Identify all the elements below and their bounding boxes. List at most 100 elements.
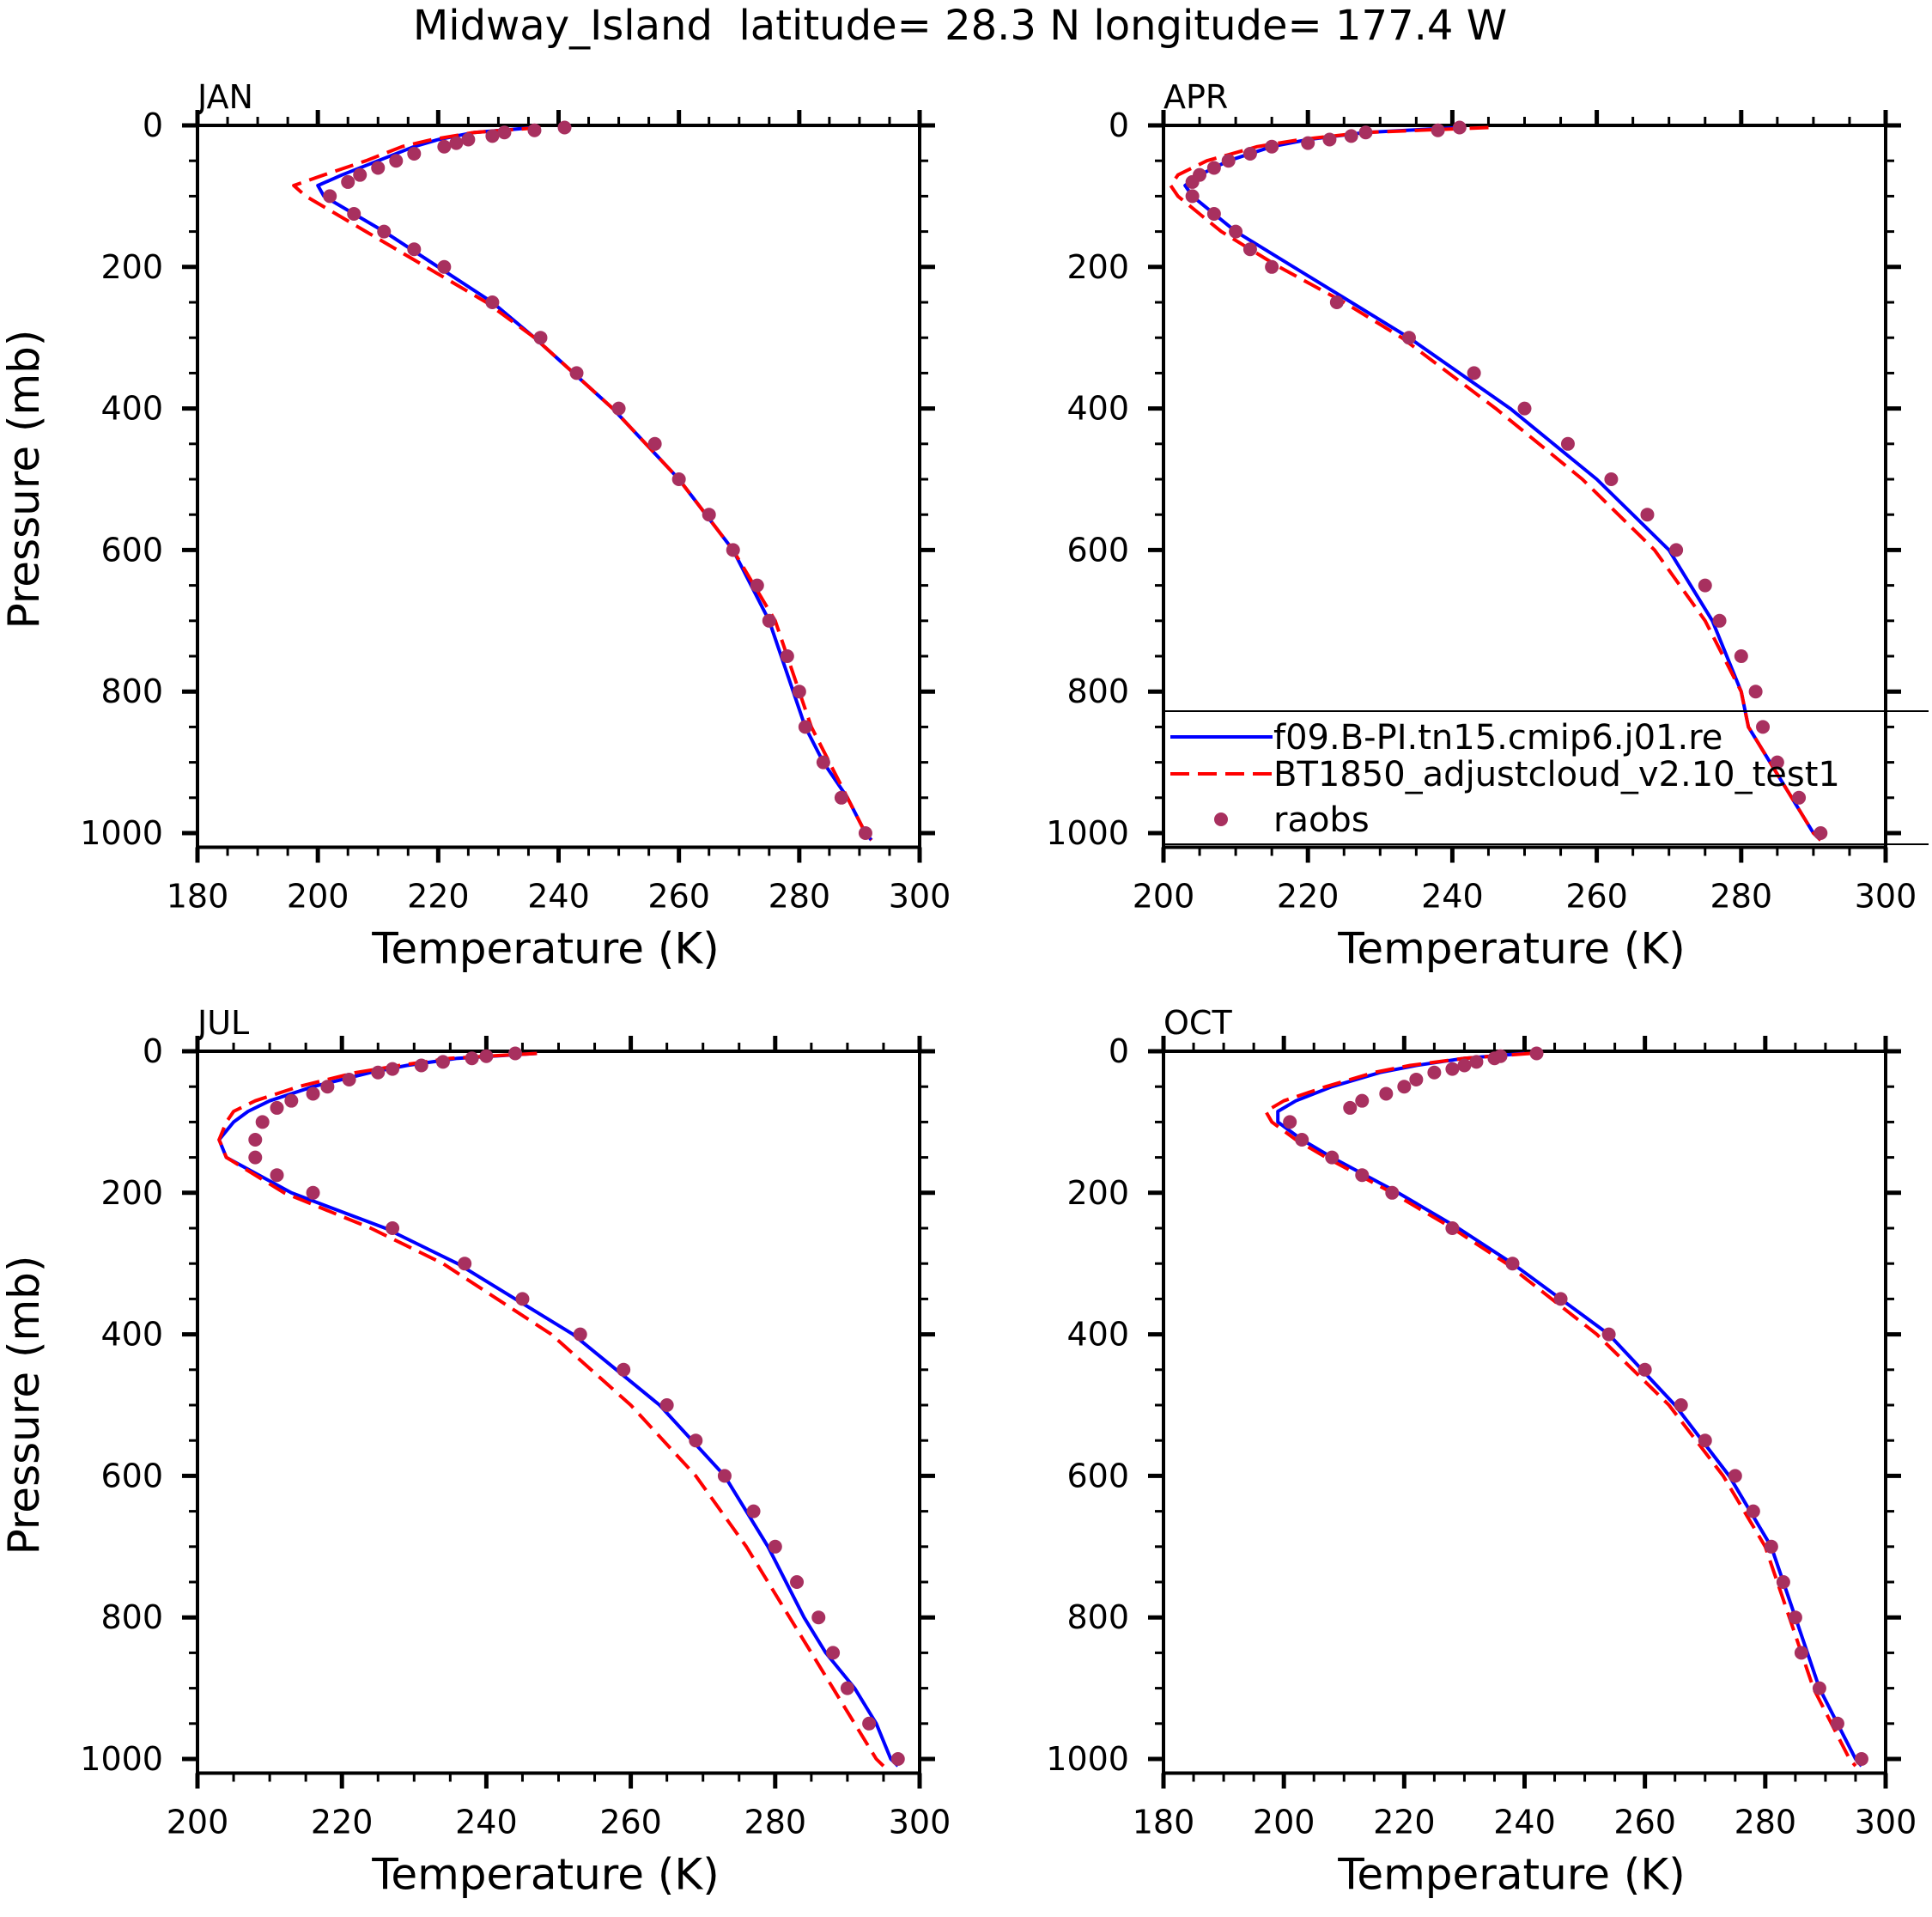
y-tick-label: 200 xyxy=(1066,248,1129,286)
x-tick-label: 280 xyxy=(1710,877,1773,915)
obs-point xyxy=(1776,1575,1790,1589)
series-line-model1 xyxy=(217,1051,900,1768)
x-tick-label: 240 xyxy=(455,1803,518,1841)
obs-point xyxy=(1560,436,1575,451)
y-tick-label: 0 xyxy=(143,1032,163,1070)
y-tick-label: 800 xyxy=(1066,1598,1129,1636)
y-tick-label: 400 xyxy=(100,390,163,428)
obs-point xyxy=(465,1051,479,1066)
x-tick-label: 200 xyxy=(1133,877,1195,915)
obs-point xyxy=(702,508,716,522)
obs-point xyxy=(353,167,368,182)
y-tick-label: 200 xyxy=(1066,1174,1129,1212)
obs-point xyxy=(1792,790,1807,805)
obs-point xyxy=(1385,1185,1400,1200)
obs-point xyxy=(437,139,452,154)
obs-point xyxy=(717,1469,732,1483)
obs-point xyxy=(1325,1150,1340,1165)
obs-point xyxy=(386,1221,400,1235)
obs-point xyxy=(647,436,662,451)
x-tick-label: 220 xyxy=(407,877,470,915)
x-tick-label: 200 xyxy=(1253,1803,1315,1841)
obs-point xyxy=(320,1080,335,1094)
obs-point xyxy=(284,1093,299,1108)
x-tick-label: 300 xyxy=(889,877,951,915)
y-tick-label: 400 xyxy=(100,1316,163,1354)
obs-point xyxy=(617,1362,631,1377)
obs-point xyxy=(816,755,830,770)
obs-point xyxy=(762,613,776,628)
obs-point xyxy=(1221,154,1236,168)
x-tick-label: 260 xyxy=(647,877,710,915)
obs-point xyxy=(858,826,872,840)
plot-area xyxy=(1264,1051,1863,1768)
panel-label: OCT xyxy=(1163,1004,1232,1042)
obs-point xyxy=(323,189,337,204)
panel-label: JAN xyxy=(196,78,253,116)
y-tick-label: 0 xyxy=(1109,1032,1129,1070)
obs-point xyxy=(1295,1133,1309,1147)
obs-point xyxy=(780,649,794,663)
x-tick-label: 200 xyxy=(167,1803,229,1841)
legend: f09.B-PI.tn15.cmip6.j01.reBT1850_adjustc… xyxy=(1163,710,1929,845)
obs-point xyxy=(1814,826,1828,840)
obs-point xyxy=(508,1046,523,1061)
obs-point xyxy=(1788,1610,1802,1625)
obs-point xyxy=(1343,1100,1358,1115)
obs-point xyxy=(726,543,740,557)
obs-point xyxy=(1409,1072,1424,1086)
plot-frame xyxy=(1162,1050,1887,1775)
obs-point xyxy=(1728,1469,1742,1483)
obs-point xyxy=(527,123,542,137)
x-tick-label: 260 xyxy=(1565,877,1628,915)
series-line-model1 xyxy=(1276,1051,1863,1768)
obs-point xyxy=(449,136,464,150)
x-tick-label: 180 xyxy=(167,877,229,915)
obs-point xyxy=(1379,1086,1394,1101)
obs-point xyxy=(414,1058,428,1073)
obs-point xyxy=(611,401,626,416)
obs-point xyxy=(1756,720,1771,734)
obs-point xyxy=(1505,1257,1520,1271)
x-axis-label: Temperature (K) xyxy=(371,1849,719,1899)
obs-point xyxy=(1640,508,1655,522)
obs-point xyxy=(792,685,806,699)
obs-point xyxy=(1358,125,1373,140)
obs-point xyxy=(1206,161,1221,175)
x-tick-label: 280 xyxy=(744,1803,807,1841)
obs-point xyxy=(573,1327,587,1342)
obs-point xyxy=(437,259,452,274)
y-tick-label: 1000 xyxy=(1046,1740,1129,1778)
obs-point xyxy=(1185,174,1200,189)
y-tick-label: 400 xyxy=(1066,390,1129,428)
series-line-model2 xyxy=(217,1051,885,1768)
plot-area xyxy=(1169,125,1822,842)
obs-point xyxy=(485,129,500,143)
obs-point xyxy=(458,1257,472,1271)
y-tick-label: 1000 xyxy=(80,814,163,852)
panel-jul: 200 220 240 260 280 300 0 200 400 600 800 1000 JUL Te… xyxy=(0,1004,951,1899)
y-axis-label: Pressure (mb) xyxy=(0,1256,49,1555)
obs-point xyxy=(1401,331,1416,345)
obs-point xyxy=(1794,1646,1808,1660)
series-line-model1 xyxy=(316,125,873,842)
obs-point xyxy=(1229,224,1243,239)
panel-label: APR xyxy=(1163,78,1228,116)
obs-point xyxy=(1445,1062,1460,1076)
obs-point xyxy=(1457,1058,1472,1073)
obs-point xyxy=(1669,543,1684,557)
obs-point xyxy=(834,790,848,805)
obs-point xyxy=(569,366,584,380)
obs-point xyxy=(371,1065,386,1080)
obs-point xyxy=(461,132,476,147)
obs-point xyxy=(270,1168,284,1183)
obs-point xyxy=(671,472,686,486)
obs-point xyxy=(840,1681,854,1695)
obs-point xyxy=(515,1292,530,1306)
obs-point xyxy=(306,1185,320,1200)
obs-point xyxy=(306,1086,320,1101)
x-tick-label: 220 xyxy=(311,1803,374,1841)
panel-label: JUL xyxy=(196,1004,249,1042)
obs-point xyxy=(689,1433,703,1448)
